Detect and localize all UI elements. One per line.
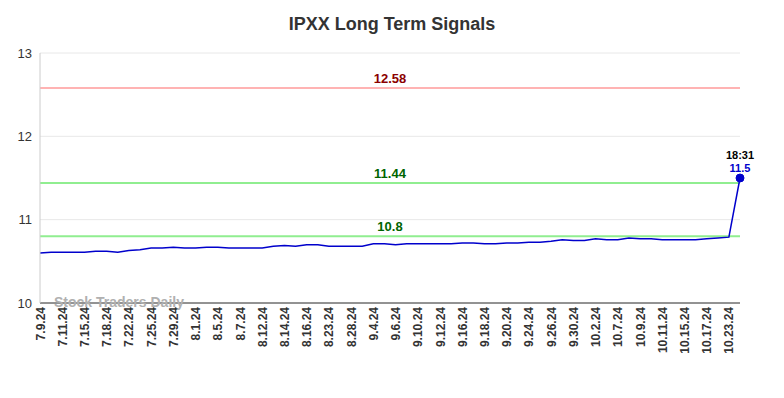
svg-text:8.14.24: 8.14.24 [278,307,292,347]
svg-text:9.24.24: 9.24.24 [522,307,536,347]
svg-text:10.23.24: 10.23.24 [722,307,736,354]
svg-text:9.30.24: 9.30.24 [567,307,581,347]
svg-text:7.25.24: 7.25.24 [145,307,159,347]
svg-text:11: 11 [19,212,33,227]
svg-text:7.15.24: 7.15.24 [78,307,92,347]
svg-text:7.11.24: 7.11.24 [56,307,70,347]
svg-text:7.18.24: 7.18.24 [100,307,114,347]
svg-text:10.7.24: 10.7.24 [611,307,625,347]
svg-text:8.12.24: 8.12.24 [256,307,270,347]
svg-text:9.4.24: 9.4.24 [367,307,381,341]
svg-text:8.1.24: 8.1.24 [189,307,203,341]
svg-text:10.2.24: 10.2.24 [589,307,603,347]
svg-text:8.7.24: 8.7.24 [234,307,248,341]
svg-text:12: 12 [18,129,32,144]
html-text:IPXX Long Term Signals: IPXX Long Term Signals [288,14,496,34]
svg-text:8.5.24: 8.5.24 [211,307,225,341]
svg-text:18:31: 18:31 [726,149,754,161]
svg-text:10.15.24: 10.15.24 [678,307,692,354]
svg-text:9.12.24: 9.12.24 [434,307,448,347]
svg-text:12.58: 12.58 [374,71,407,86]
svg-text:7.9.24: 7.9.24 [34,307,48,341]
svg-text:10.17.24: 10.17.24 [700,307,714,354]
svg-text:10.11.24: 10.11.24 [656,307,670,353]
svg-text:9.16.24: 9.16.24 [456,307,470,347]
svg-text:9.6.24: 9.6.24 [389,307,403,341]
svg-text:8.16.24: 8.16.24 [300,307,314,347]
html-text:Stock Traders Daily: Stock Traders Daily [54,294,184,310]
svg-text:8.23.24: 8.23.24 [322,307,336,347]
svg-text:9.26.24: 9.26.24 [545,307,559,347]
svg-text:9.18.24: 9.18.24 [478,307,492,347]
svg-text:9.20.24: 9.20.24 [500,307,514,347]
svg-text:7.29.24: 7.29.24 [167,307,181,347]
svg-text:10.9.24: 10.9.24 [634,307,648,347]
svg-text:9.10.24: 9.10.24 [411,307,425,347]
svg-text:13: 13 [18,46,32,61]
svg-text:10.8: 10.8 [377,219,402,234]
svg-text:10: 10 [18,296,32,311]
svg-text:11.5: 11.5 [730,162,751,174]
svg-text:11.44: 11.44 [374,166,407,181]
svg-text:7.22.24: 7.22.24 [122,307,136,347]
svg-text:8.28.24: 8.28.24 [345,307,359,347]
